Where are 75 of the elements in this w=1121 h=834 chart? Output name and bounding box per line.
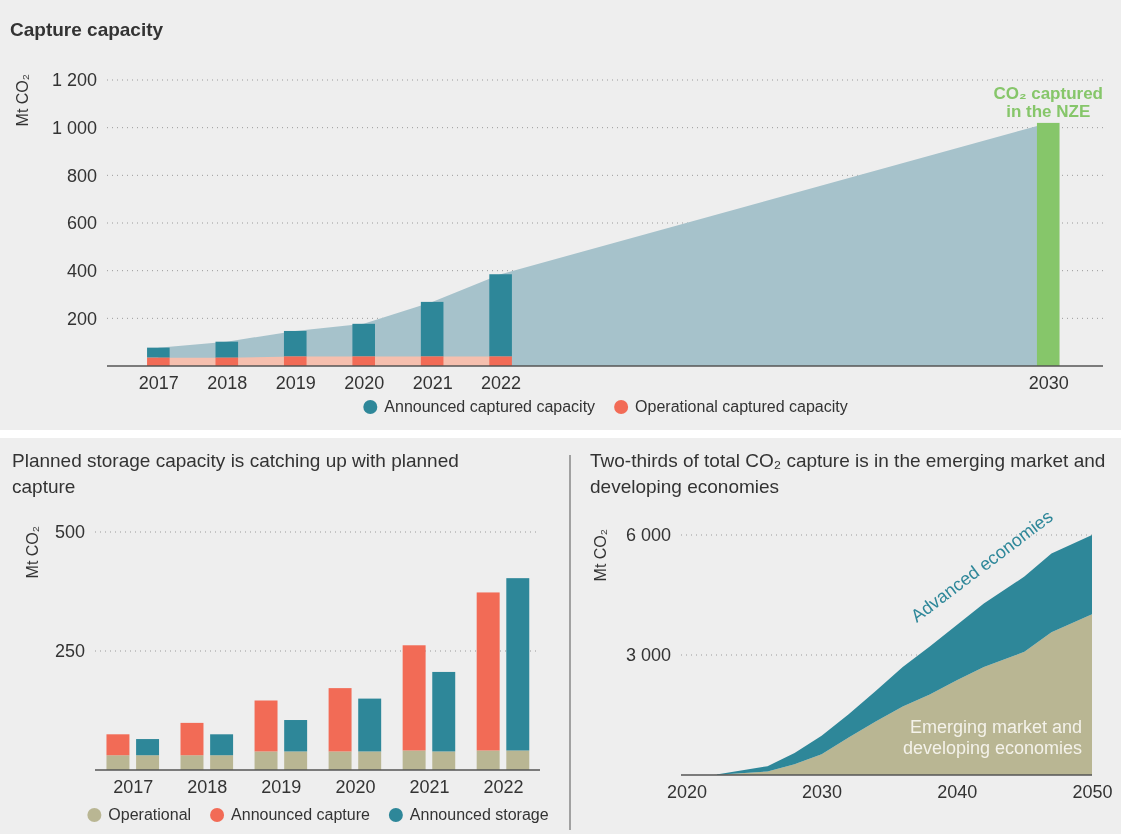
bar xyxy=(476,750,500,770)
x-tick-label: 2019 xyxy=(261,776,302,797)
bar xyxy=(254,700,278,752)
series-label: Emerging market and developing economies xyxy=(902,717,1082,758)
bar xyxy=(420,301,444,357)
x-tick-label: 2050 xyxy=(1072,781,1113,802)
bar xyxy=(136,739,160,756)
bar xyxy=(358,751,382,770)
x-tick-label: 2022 xyxy=(481,372,522,393)
bar xyxy=(358,698,382,752)
legend-label: Announced capture xyxy=(231,806,370,823)
bar xyxy=(328,751,352,770)
bar xyxy=(432,671,456,752)
bar xyxy=(352,356,375,366)
bar xyxy=(284,720,308,752)
x-tick-label: 2022 xyxy=(483,776,524,797)
bar xyxy=(476,592,500,751)
x-tick-label: 2017 xyxy=(138,372,179,393)
bar xyxy=(283,330,307,357)
bar xyxy=(402,645,426,751)
bar xyxy=(210,755,234,770)
bar xyxy=(420,356,444,366)
legend-label: Announced storage xyxy=(409,806,549,823)
bar xyxy=(180,755,204,770)
legend-label: Operational xyxy=(108,806,192,823)
bar xyxy=(506,578,530,751)
x-tick-label: 2020 xyxy=(335,776,376,797)
chart-title: Two-thirds of total CO₂ capture is in the emerging market and developing economies xyxy=(590,450,1106,497)
bar xyxy=(136,755,160,770)
annotation: CO₂ captured in the NZE xyxy=(993,83,1104,121)
y-tick-label: 6 000 xyxy=(625,525,671,546)
x-tick-label: 2020 xyxy=(666,781,707,802)
x-tick-label: 2018 xyxy=(187,776,228,797)
bar xyxy=(283,356,307,366)
y-axis-title: Mt CO₂ xyxy=(24,526,41,579)
bar xyxy=(106,734,130,756)
bar xyxy=(402,750,426,770)
y-tick-label: 250 xyxy=(54,641,85,662)
bar xyxy=(352,323,375,357)
y-tick-label: 200 xyxy=(66,308,97,329)
legend-label: Announced captured capacity xyxy=(384,398,596,415)
y-tick-label: 600 xyxy=(66,213,97,234)
y-tick-label: 400 xyxy=(66,260,97,281)
bar xyxy=(489,356,512,366)
y-axis-title: Mt CO₂ xyxy=(14,74,31,127)
bar xyxy=(506,750,530,770)
bar xyxy=(284,751,308,770)
x-tick-label: 2018 xyxy=(207,372,248,393)
x-tick-label: 2017 xyxy=(113,776,154,797)
bar xyxy=(254,751,278,770)
bar xyxy=(489,274,512,357)
bar xyxy=(180,722,204,756)
x-tick-label: 2020 xyxy=(344,372,385,393)
x-tick-label: 2030 xyxy=(802,781,843,802)
y-axis-title: Mt CO₂ xyxy=(592,529,609,582)
x-tick-label: 2021 xyxy=(412,372,453,393)
bar xyxy=(328,688,352,752)
y-tick-label: 1 200 xyxy=(51,70,97,91)
bar xyxy=(106,755,130,770)
legend-label: Operational captured capacity xyxy=(635,398,848,415)
chart-title: Capture capacity xyxy=(10,19,164,40)
y-tick-label: 800 xyxy=(66,165,97,186)
y-tick-label: 500 xyxy=(54,522,85,543)
y-tick-label: 1 000 xyxy=(51,117,97,138)
bar xyxy=(210,734,234,756)
x-tick-label: 2040 xyxy=(937,781,978,802)
bar xyxy=(1036,122,1060,366)
chart-title: Planned storage capacity is catching up with planned capture xyxy=(12,450,459,497)
y-tick-label: 3 000 xyxy=(625,645,671,666)
x-tick-label: 2019 xyxy=(275,372,316,393)
x-tick-label: 2021 xyxy=(409,776,450,797)
bar xyxy=(432,751,456,770)
bar xyxy=(147,347,170,358)
bar xyxy=(215,341,239,358)
x-tick-label: 2030 xyxy=(1028,372,1069,393)
